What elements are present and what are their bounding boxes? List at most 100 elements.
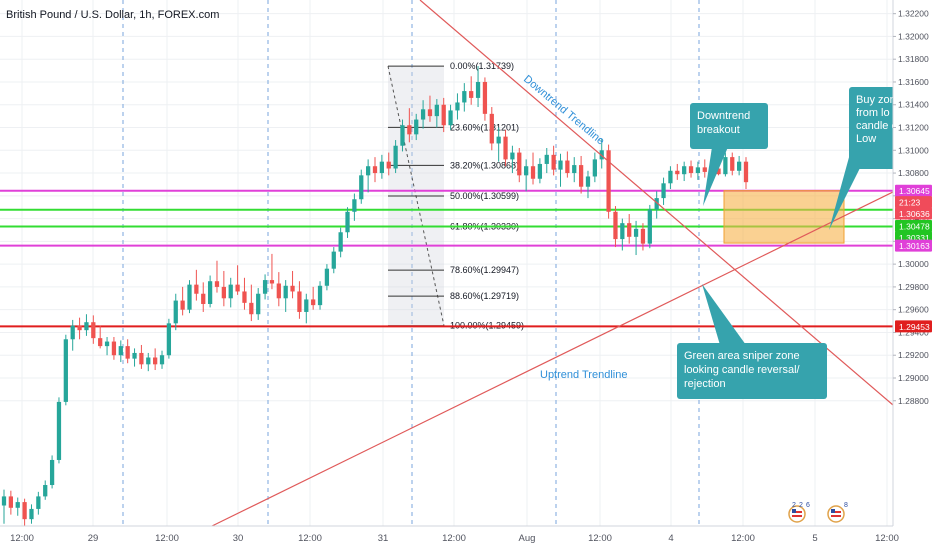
candle-body (249, 302, 254, 315)
time-axis[interactable]: 12:00 29 12:00 30 12:00 31 12:00 Aug 12:00 4 12:00… (0, 525, 932, 550)
candle-body (338, 232, 343, 252)
price-badges: 1.30645 21:231.30636 1.30478 1.303311.30163… (895, 184, 932, 333)
candle-body (187, 284, 192, 310)
price-tick-label: 1.31800 (898, 54, 929, 64)
flag-stripe (831, 515, 841, 517)
price-badge (895, 207, 932, 220)
price-tick-label: 1.32000 (898, 31, 929, 41)
candle-body (578, 165, 584, 187)
price-badge (895, 184, 932, 197)
candle-body (551, 154, 556, 170)
price-tick-label: 1.31000 (898, 145, 929, 155)
time-tick-label: 4 (668, 533, 673, 544)
candle-body (620, 223, 625, 240)
candle-body (166, 323, 172, 356)
candle-body (654, 198, 659, 210)
buy-zone-box[interactable] (723, 190, 845, 244)
candle-body (201, 293, 206, 304)
breakout-callout-text: Downtrend (697, 110, 750, 122)
price-axis[interactable]: 1.32200 1.32000 1.31800 1.31600 1.31400 1.312… (892, 0, 932, 550)
candle-body (695, 167, 701, 174)
candle-body (139, 352, 144, 365)
candle-body (736, 161, 742, 171)
flag-stripe (792, 511, 802, 513)
candle-body (675, 170, 680, 175)
candle-body (517, 152, 522, 176)
callouts[interactable]: Downtrend breakout Green area sniper zone l… (677, 87, 899, 399)
candle-body (98, 338, 103, 347)
breakout-callout[interactable]: Downtrend breakout (690, 103, 768, 206)
candle-body (8, 496, 14, 508)
candle-body (63, 339, 68, 402)
candle-body (510, 152, 515, 160)
candle-body (496, 136, 501, 144)
buyzone-callout-box (849, 87, 899, 169)
candle-body (221, 286, 226, 299)
event-count: 2 (792, 502, 796, 509)
price-badge (895, 239, 932, 252)
candle-body (146, 357, 151, 365)
fib-level-label: 38.20%(1.30868) (450, 160, 519, 170)
flag-stripe (792, 515, 802, 517)
candle-body (324, 268, 330, 286)
candle-body (297, 291, 302, 312)
time-tick-label: 29 (88, 533, 99, 544)
candle-body (393, 145, 398, 169)
price-tick-label: 1.31600 (898, 77, 929, 87)
price-tick-label: 1.31200 (898, 123, 929, 133)
economic-event-marker[interactable] (827, 505, 845, 523)
time-tick-label: 12:00 (442, 533, 466, 544)
candle-body (743, 161, 749, 183)
candle-body (276, 283, 281, 299)
time-tick-label: 12:00 (875, 533, 899, 544)
price-tick-label: 1.31400 (898, 100, 929, 110)
candle-body (647, 209, 652, 244)
sniper-callout-box (677, 343, 827, 399)
candle-body (420, 109, 426, 120)
candle-body (180, 300, 185, 310)
time-tick-label: 5 (812, 533, 817, 544)
candle-body (269, 280, 275, 284)
price-badge-label: 1.30636 (899, 209, 930, 219)
candle-body (661, 183, 666, 199)
price-badge-label: 1.30163 (899, 241, 930, 251)
flag-canton (792, 509, 796, 513)
economic-event-marker[interactable] (788, 505, 806, 523)
candle-body (118, 346, 123, 356)
price-tick-label: 1.29600 (898, 305, 929, 315)
us-flag-icon (827, 505, 845, 523)
buyzone-callout-text: candle c (856, 120, 897, 132)
time-tick-label: Aug (519, 533, 536, 544)
price-tick-label: 1.29000 (898, 373, 929, 383)
candle-body (311, 299, 316, 306)
candle-body (104, 341, 110, 347)
fib-level-label: 23.60%(1.31201) (450, 122, 519, 132)
candle-body (585, 176, 591, 187)
candle-body (111, 341, 117, 356)
sniper-callout[interactable]: Green area sniper zone looking candle rev… (677, 284, 827, 399)
buyzone-callout-pointer (829, 150, 864, 230)
candle-body (214, 281, 220, 287)
candle-body (359, 175, 364, 200)
breakout-callout-pointer (703, 147, 728, 206)
candle-body (668, 170, 673, 184)
price-badge (895, 219, 932, 232)
candle-body (1, 496, 7, 506)
downtrend-trendline[interactable] (419, 0, 894, 406)
price-tick-label: 1.30800 (898, 168, 929, 178)
candle-body (235, 284, 240, 292)
candle-body (77, 325, 82, 331)
candle-body (469, 91, 474, 98)
candle-body (462, 91, 467, 103)
time-tick-label: 12:00 (588, 533, 612, 544)
candle-body (441, 104, 446, 126)
candle-body (84, 322, 89, 331)
sniper-callout-text: looking candle reversal/ (684, 364, 801, 376)
uptrend-trendline[interactable] (211, 191, 894, 527)
candle-body (304, 299, 309, 312)
time-tick-label: 12:00 (298, 533, 322, 544)
time-tick-label: 31 (378, 533, 389, 544)
